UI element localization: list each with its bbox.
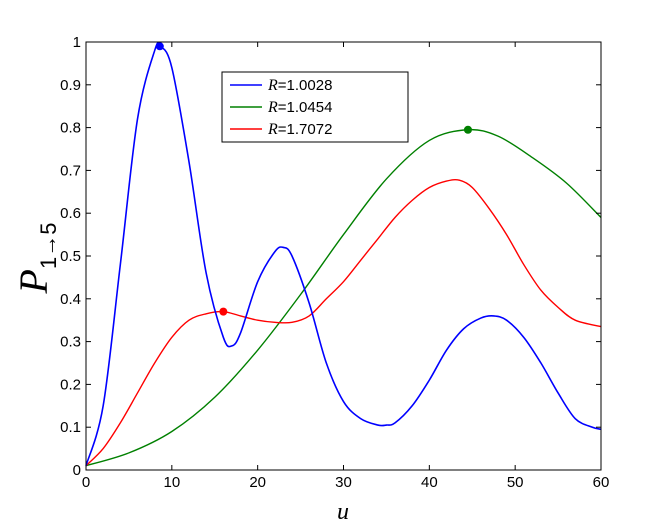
tick-label-layer: 0 10 20 30 40 50 60 0 0.1 0.2 0.3 0.4 0.5 0.6 0.7 0.8 0.…: [60, 34, 609, 491]
y-tick-label: 0.1: [60, 419, 81, 436]
legend: R=1.0028 R=1.0454 R=1.7072: [221, 71, 409, 143]
y-tick-label: 1: [73, 34, 81, 51]
marker-layer: [155, 42, 472, 316]
y-tick-label: 0.6: [60, 205, 81, 222]
series-marker-1: [155, 42, 164, 51]
y-axis-title: P1→5: [11, 223, 61, 295]
y-tick-label: 0.7: [60, 162, 81, 179]
series-line-2: [85, 128, 602, 467]
x-tick-label: 20: [249, 474, 266, 491]
y-tick-label: 0.8: [60, 120, 81, 137]
y-tick-label: 0.4: [60, 291, 81, 308]
legend-label-3: R=1.7072: [267, 121, 332, 138]
series-marker-3: [219, 307, 228, 316]
x-tick-label: 30: [335, 474, 352, 491]
y-axis-title-sub: 1→5: [36, 223, 61, 269]
x-tick-label: 50: [507, 474, 524, 491]
tick-layer: [85, 41, 602, 471]
legend-label-2: R=1.0454: [267, 99, 332, 116]
y-tick-label: 0.2: [60, 376, 81, 393]
x-tick-label: 60: [593, 474, 610, 491]
y-tick-label: 0.5: [60, 248, 81, 265]
y-tick-label: 0.3: [60, 334, 81, 351]
series-marker-2: [463, 125, 472, 134]
svg-text:P1→5: P1→5: [11, 223, 61, 295]
legend-label-1: R=1.0028: [267, 77, 332, 94]
y-tick-label: 0.9: [60, 77, 81, 94]
y-tick-label: 0: [73, 462, 81, 479]
x-tick-label: 40: [421, 474, 438, 491]
x-tick-label: 0: [82, 474, 90, 491]
x-axis-title: u: [337, 499, 349, 525]
series-line-3: [85, 179, 602, 467]
x-tick-label: 10: [163, 474, 180, 491]
legend-items: R=1.0028 R=1.0454 R=1.7072: [230, 77, 332, 138]
y-axis-title-main: P: [11, 269, 56, 294]
